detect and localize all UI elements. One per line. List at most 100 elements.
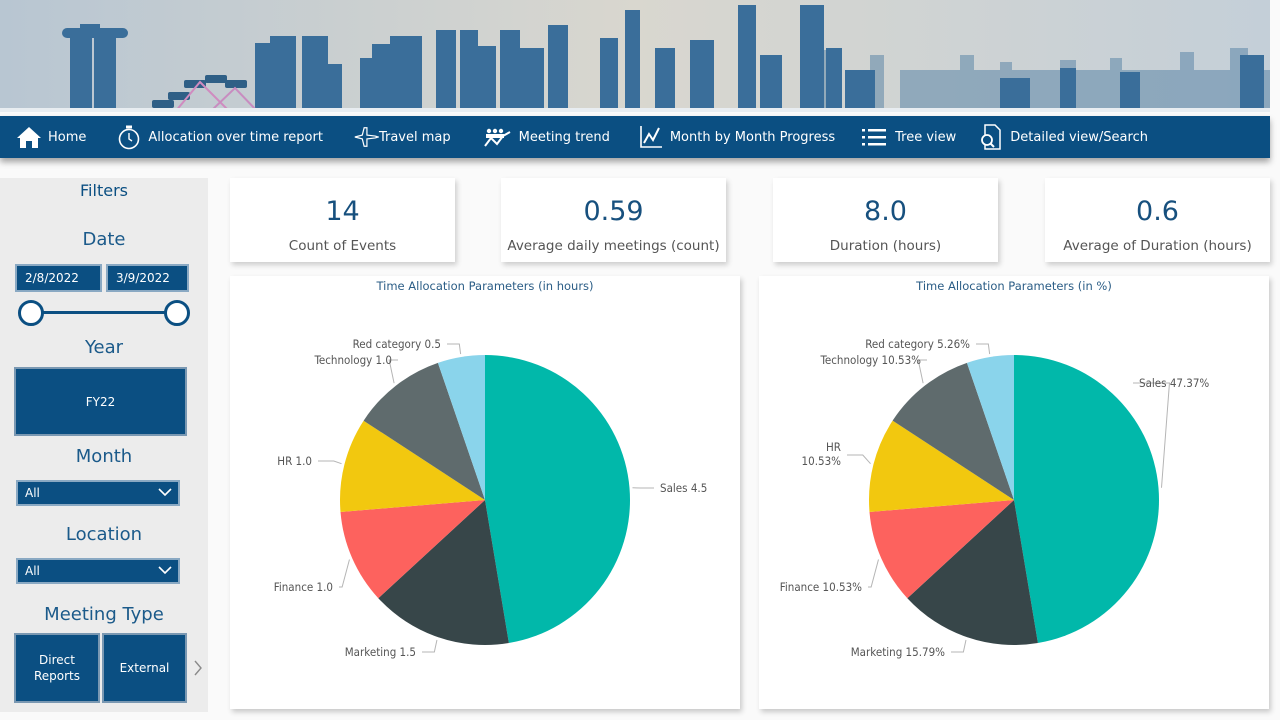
data-label-finance: Finance 1.0 [274, 580, 333, 594]
leader-line [318, 460, 342, 465]
kpi-label: Average daily meetings (count) [507, 238, 720, 254]
filters-heading: Filters [80, 181, 128, 200]
nav-meeting-trend[interactable]: Meeting trend [483, 116, 610, 158]
leader-line [447, 343, 462, 355]
kpi-average-daily-meetings: 0.59 Average daily meetings (count) [501, 178, 726, 262]
nav-allocation-over-time-report[interactable]: Allocation over time report [116, 116, 323, 158]
kpi-label: Duration (hours) [829, 238, 942, 254]
meeting-trend-icon [483, 124, 513, 150]
pie-slice-marketing[interactable] [378, 500, 509, 645]
leader-line [847, 454, 871, 465]
meeting-type-filter-label: Meeting Type [44, 604, 164, 625]
navigation-bar: Home Allocation over time report Travel … [0, 116, 1270, 158]
leader-line [339, 559, 350, 588]
kpi-value: 0.6 [1136, 196, 1179, 227]
meeting-type-external[interactable]: External [102, 633, 187, 703]
nav-label: Travel map [378, 129, 451, 145]
data-label-red-category: Red category 0.5 [353, 337, 441, 351]
pie-slice-sales[interactable] [485, 355, 631, 644]
chevron-right-icon[interactable] [192, 658, 204, 682]
nav-label: Allocation over time report [148, 129, 323, 145]
leader-line [951, 639, 967, 653]
data-label-hr: HR 10.53% [802, 440, 842, 468]
leader-line [917, 359, 927, 384]
date-filter-label: Date [82, 229, 126, 250]
month-dropdown[interactable]: All [16, 480, 180, 506]
airplane-icon [353, 124, 379, 150]
pie-slice-hr[interactable] [869, 420, 1014, 512]
data-label-hr: HR 1.0 [277, 454, 312, 468]
leader-line [422, 639, 438, 653]
location-dropdown-value: All [25, 564, 40, 578]
month-dropdown-value: All [25, 486, 40, 500]
data-label-finance: Finance 10.53% [780, 580, 862, 594]
kpi-value: 8.0 [864, 196, 907, 227]
meeting-type-direct-reports[interactable]: Direct Reports [14, 633, 100, 703]
pie-slice-marketing[interactable] [907, 500, 1038, 645]
location-dropdown[interactable]: All [16, 558, 180, 584]
data-label-marketing: Marketing 15.79% [851, 645, 945, 659]
data-label-marketing: Marketing 1.5 [345, 645, 416, 659]
nav-label: Month by Month Progress [669, 129, 836, 145]
data-label-technology: Technology 1.0 [314, 353, 393, 367]
nav-detailed-view-search[interactable]: Detailed view/Search [978, 116, 1148, 158]
kpi-value: 14 [325, 196, 360, 227]
leader-line [976, 343, 991, 355]
nav-label: Detailed view/Search [1010, 129, 1148, 145]
data-label-red-category: Red category 5.26% [865, 337, 970, 351]
pie-chart-percent: Sales 47.37% Marketing 15.79% Finance 10.5… [780, 337, 1210, 659]
leader-line [1133, 382, 1171, 488]
filter-panel: Filters Date 2/8/2022 3/9/2022 Year FY22… [0, 178, 208, 712]
document-search-icon [978, 124, 1004, 150]
nav-month-by-month-progress[interactable]: Month by Month Progress [638, 116, 835, 158]
nav-label: Tree view [895, 129, 957, 145]
data-label-sales: Sales 4.5 [660, 481, 707, 495]
list-icon [861, 124, 887, 150]
pie-slice-hr[interactable] [340, 420, 485, 512]
pie-slice-technology[interactable] [363, 362, 485, 500]
date-range-start-handle[interactable] [18, 300, 44, 326]
chevron-down-icon [158, 484, 172, 507]
chart-title: Time Allocation Parameters (in %) [916, 279, 1112, 293]
chart-title: Time Allocation Parameters (in hours) [376, 279, 594, 293]
kpi-value: 0.59 [583, 196, 644, 227]
kpi-count-of-events: 14 Count of Events [230, 178, 455, 262]
line-chart-icon [638, 124, 664, 150]
pie-chart-percent-card: Sales 47.37% Marketing 15.79% Finance 10.5… [759, 276, 1269, 709]
pie-slice-sales[interactable] [1014, 355, 1159, 644]
date-end-input[interactable]: 3/9/2022 [106, 264, 189, 292]
data-label-sales: Sales 47.37% [1139, 376, 1209, 390]
pie-slice-technology[interactable] [892, 362, 1014, 500]
nav-label: Meeting trend [518, 129, 610, 145]
home-icon [16, 124, 42, 150]
kpi-duration-hours: 8.0 Duration (hours) [773, 178, 998, 262]
year-option-fy22[interactable]: FY22 [14, 367, 187, 436]
month-filter-label: Month [75, 446, 133, 467]
leader-line [388, 359, 398, 384]
pie-slice-finance[interactable] [869, 500, 1014, 599]
nav-travel-map[interactable]: Travel map [353, 116, 451, 158]
skyline-image [0, 0, 1270, 112]
date-range-end-handle[interactable] [164, 300, 190, 326]
data-label-technology: Technology 10.53% [820, 353, 922, 367]
nav-label: Home [48, 129, 87, 145]
pie-chart-hours-card: Sales 4.5 Marketing 1.5 Finance 1.0 HR 1.0 T… [230, 276, 740, 709]
kpi-label: Average of Duration (hours) [1063, 238, 1252, 254]
year-filter-label: Year [84, 337, 124, 358]
nav-tree-view[interactable]: Tree view [861, 116, 956, 158]
stopwatch-icon [116, 124, 142, 150]
date-range-slider-track[interactable] [30, 311, 178, 314]
pie-slice-finance[interactable] [340, 500, 485, 599]
pie-slice-red-category[interactable] [966, 355, 1014, 500]
leader-line [868, 559, 879, 588]
pie-chart-hours: Sales 4.5 Marketing 1.5 Finance 1.0 HR 1.0 T… [274, 337, 708, 659]
city-skyline-banner [0, 0, 1270, 112]
nav-home[interactable]: Home [16, 116, 86, 158]
location-filter-label: Location [65, 524, 143, 545]
kpi-label: Count of Events [288, 238, 397, 254]
date-start-input[interactable]: 2/8/2022 [15, 264, 102, 292]
chevron-down-icon [158, 562, 172, 585]
pie-slice-red-category[interactable] [437, 355, 485, 500]
kpi-average-duration-hours: 0.6 Average of Duration (hours) [1045, 178, 1270, 262]
